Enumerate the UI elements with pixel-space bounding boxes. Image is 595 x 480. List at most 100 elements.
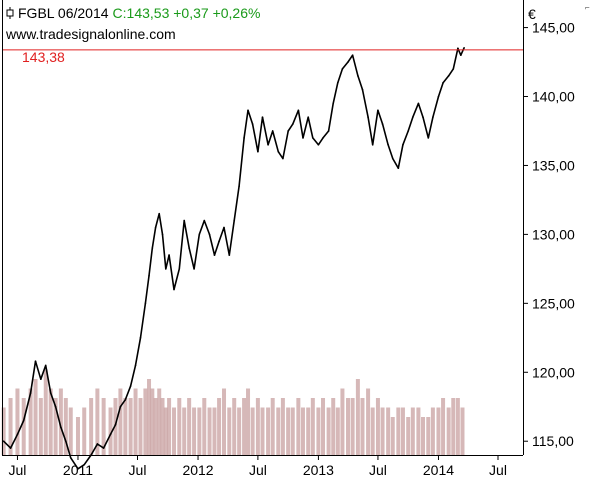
volume-bar (340, 388, 345, 455)
price-point (332, 102, 335, 105)
reference-line-label: 143,38 (22, 49, 65, 65)
price-point (271, 130, 274, 132)
volume-bar (28, 388, 33, 455)
price-point (307, 116, 310, 118)
price-point (124, 399, 127, 401)
price-point (44, 364, 47, 367)
price-point (144, 302, 147, 305)
price-point (208, 233, 211, 236)
price-point (83, 463, 86, 466)
price-point (351, 54, 354, 56)
price-point (261, 116, 264, 118)
price-point (154, 226, 157, 229)
price-point (54, 405, 57, 408)
y-tick-label: 145,00 (532, 20, 575, 36)
price-point (158, 212, 161, 215)
price-point (173, 288, 175, 291)
volume-bar (270, 398, 275, 455)
price-point (312, 137, 314, 139)
volume-bar (421, 417, 426, 455)
volume-bar (172, 407, 177, 455)
price-point (77, 467, 79, 470)
price-point (34, 360, 37, 363)
price-point (161, 233, 164, 236)
volume-bar (160, 398, 165, 455)
volume-bar (266, 407, 271, 455)
price-point (218, 240, 220, 243)
price-point (16, 433, 19, 436)
price-point (148, 274, 150, 277)
volume-bar (366, 388, 371, 455)
price-point (452, 68, 455, 70)
x-tick-label: Jul (129, 462, 147, 478)
source-url: www.tradesignalonline.com (6, 26, 176, 42)
x-tick-label: Jul (489, 462, 507, 478)
volume-bar (38, 398, 43, 455)
price-point (397, 167, 400, 170)
volume-bar (207, 407, 212, 455)
price-point (387, 143, 389, 146)
volume-bar (310, 398, 315, 455)
y-tick-label: 140,00 (532, 89, 575, 105)
price-point (460, 54, 462, 56)
volume-bar (113, 398, 118, 455)
price-point (96, 443, 99, 445)
price-point (129, 385, 132, 387)
y-tick-label: 130,00 (532, 226, 575, 242)
price-point (22, 419, 25, 422)
price-point (381, 123, 384, 125)
volume-bar (133, 388, 138, 455)
volume-bar (326, 407, 331, 455)
price-point (357, 75, 359, 77)
price-point (412, 116, 414, 118)
price-point (40, 378, 42, 380)
volume-bar (21, 398, 26, 455)
plot-frame (2, 0, 524, 456)
volume-bar (290, 407, 295, 455)
volume-bar (260, 407, 265, 455)
volume-bar (276, 407, 281, 455)
y-tick-label: 115,00 (532, 433, 574, 449)
volume-bar (400, 407, 405, 455)
corner-resize-icon[interactable]: ⌐ (585, 3, 590, 12)
price-point (257, 150, 259, 153)
y-tick-label: 135,00 (532, 157, 575, 173)
price-point (282, 157, 284, 160)
volume-bar (370, 407, 375, 455)
volume-bar (436, 407, 441, 455)
price-point (437, 95, 440, 98)
price-point (427, 137, 430, 139)
price-point (361, 88, 364, 91)
x-tick-label: Jul (369, 462, 387, 478)
price-point (134, 364, 137, 367)
price-point (317, 143, 320, 146)
volume-bar (1, 407, 6, 455)
price-point (267, 143, 269, 146)
price-point (114, 423, 117, 426)
volume-bar (300, 407, 305, 455)
price-point (139, 337, 142, 339)
volume-bar (441, 398, 446, 455)
volume-bar (380, 407, 385, 455)
volume-bar (53, 398, 58, 455)
price-point (151, 247, 154, 249)
price-point (367, 116, 369, 118)
volume-bar (187, 398, 192, 455)
last-quote: C:143,53 +0,37 +0,26% (112, 5, 261, 21)
volume-bar (250, 407, 255, 455)
volume-bar (426, 417, 431, 455)
price-point (213, 254, 216, 256)
price-point (109, 433, 112, 436)
price-point (203, 219, 206, 222)
volume-bar (430, 407, 435, 455)
y-axis: 115,00 120,00 125,00 130,00 135,00 140,00 145,… (523, 20, 575, 449)
volume-bar (335, 407, 340, 455)
volume-bar (242, 398, 247, 455)
price-point (60, 426, 62, 429)
volume-bar (410, 407, 415, 455)
volume-bar (390, 417, 395, 455)
volume-bar (197, 407, 202, 455)
volume-bar (331, 398, 336, 455)
volume-bar (222, 388, 227, 455)
price-point (29, 392, 32, 394)
